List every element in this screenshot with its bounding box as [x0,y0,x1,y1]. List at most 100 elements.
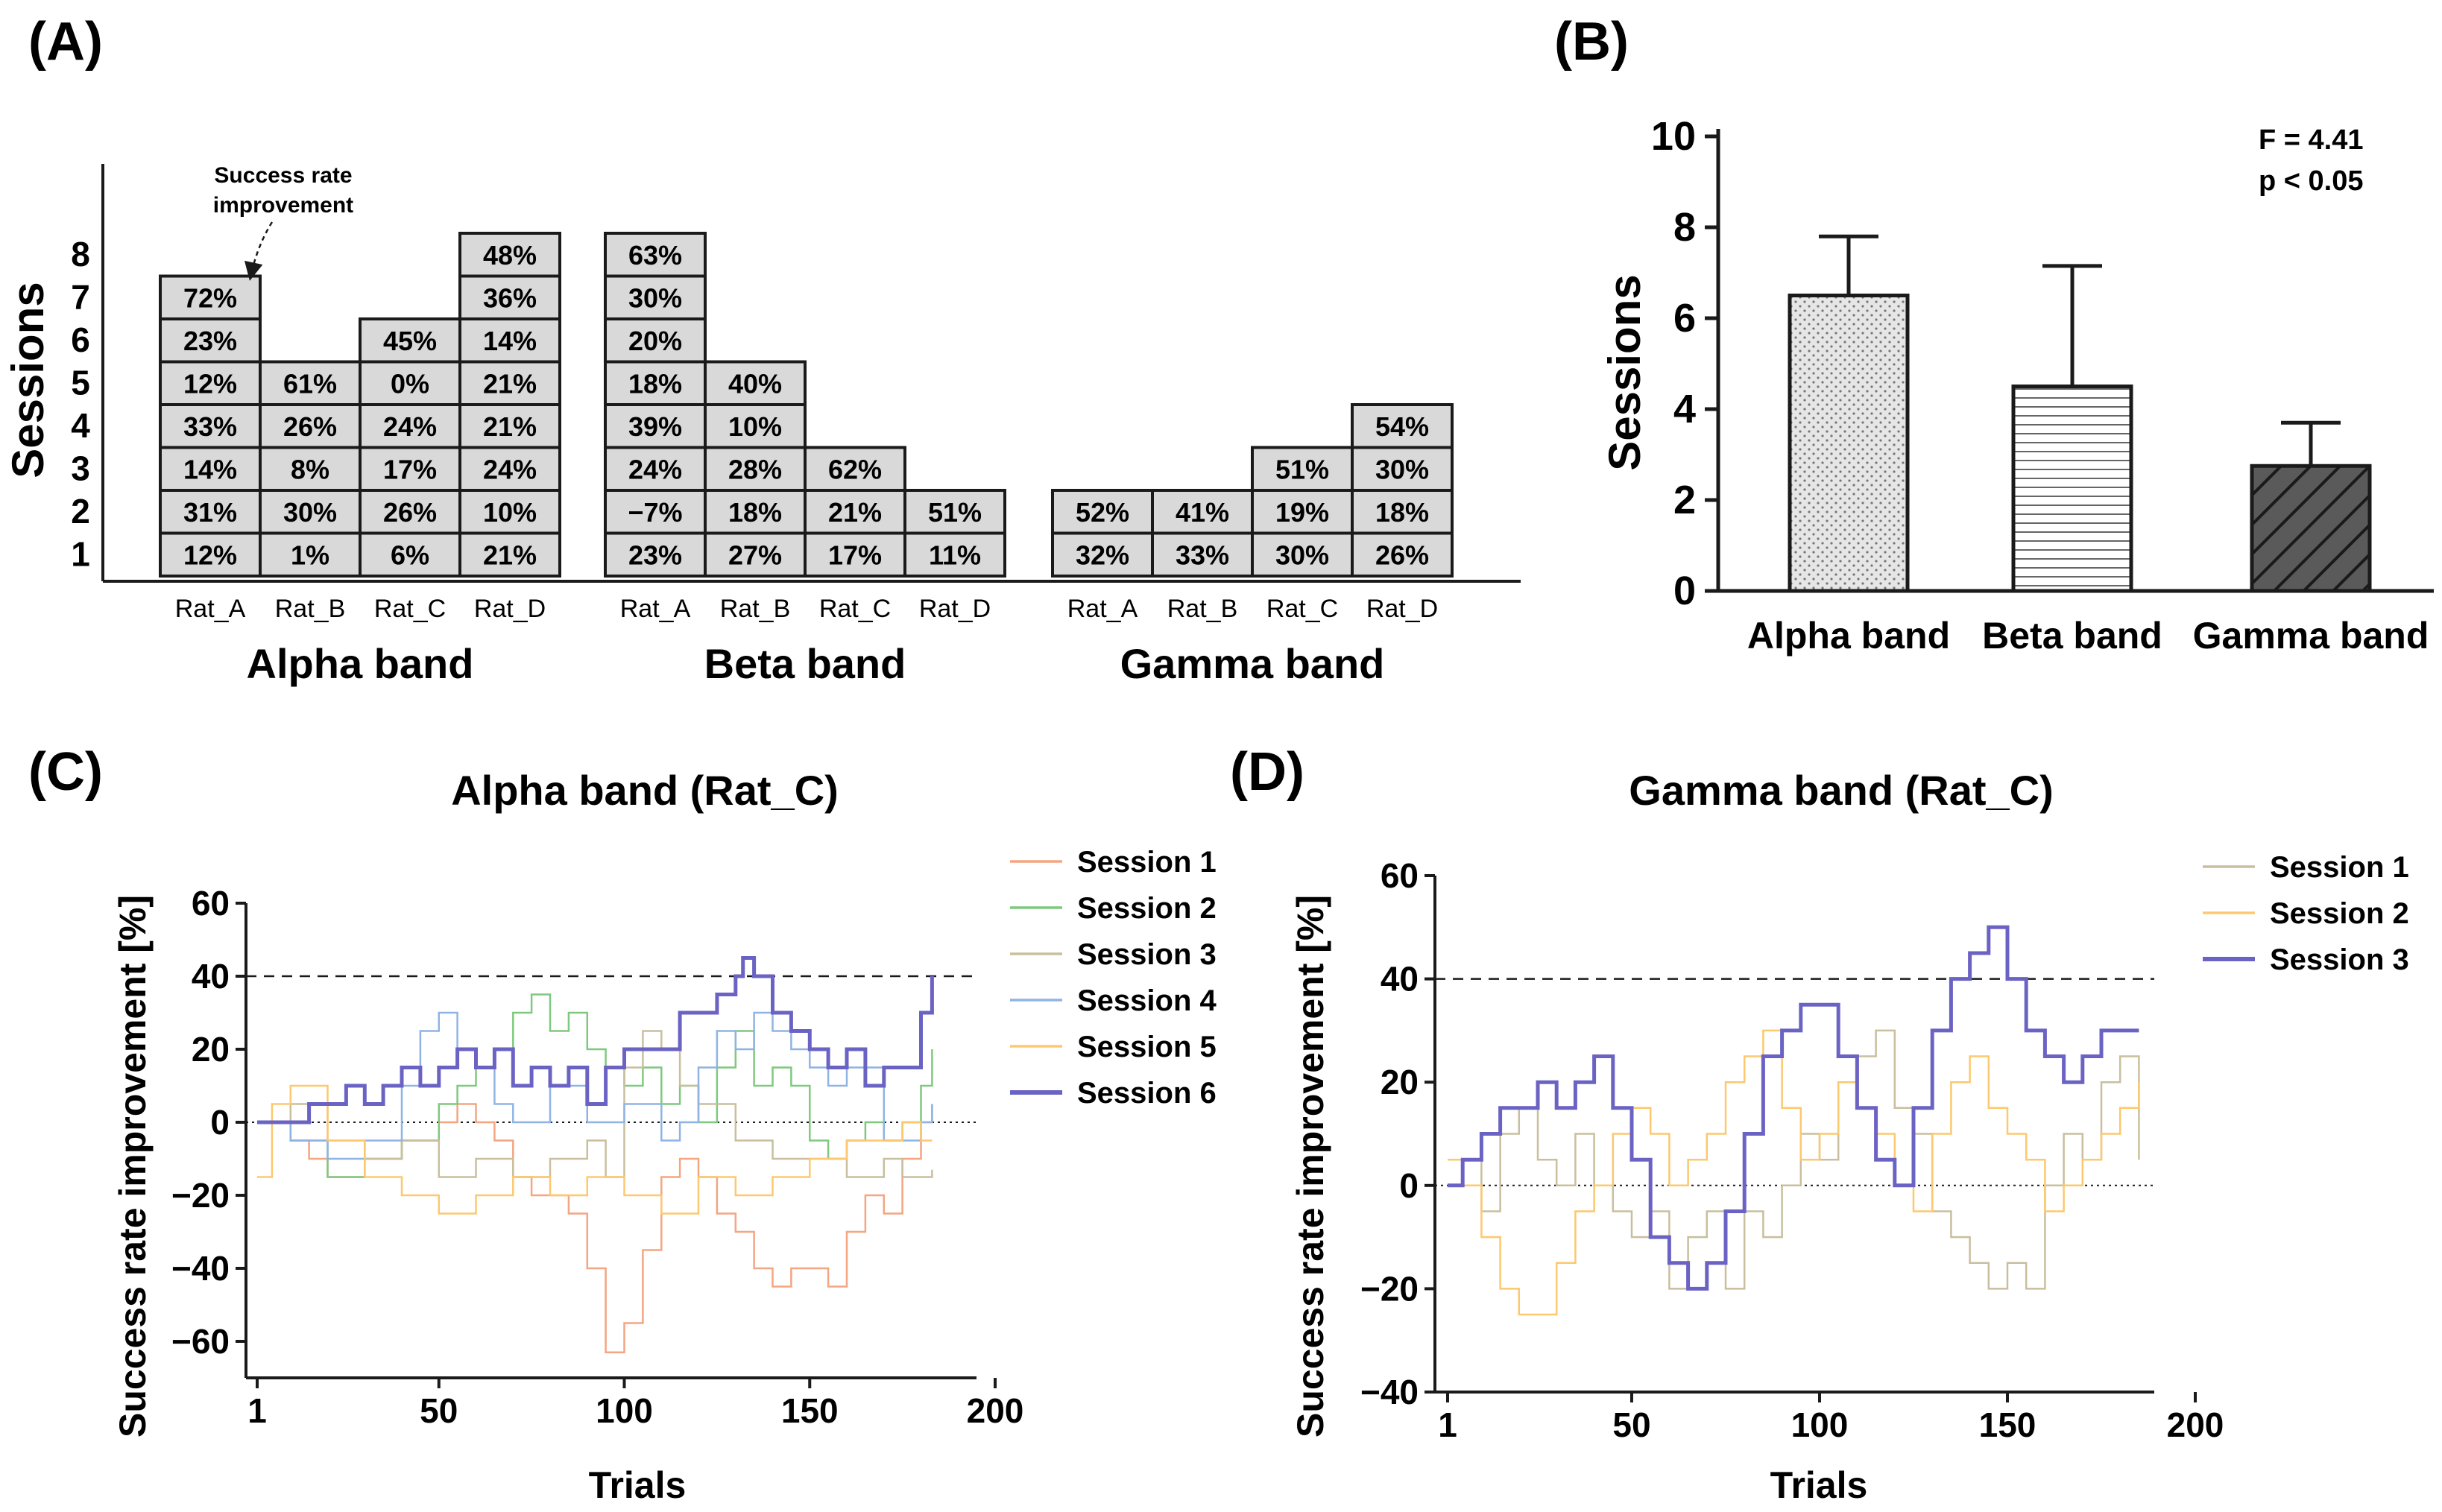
y-tick-label: 20 [192,1030,230,1069]
cell-value: 52% [1076,497,1129,528]
rat-label: Rat_C [819,595,891,623]
cell-value: 40% [728,368,782,399]
table-cell [804,489,906,535]
table-cell [1151,489,1254,535]
table-cell [458,446,561,492]
table-cell [259,489,362,535]
table-cell [159,403,262,449]
table-cell [458,360,561,406]
panel-d-legend: Session 1 Session 2 Session 3 [2203,851,2409,976]
cell-value: 30% [1275,540,1329,570]
series-line-2 [1448,1029,2140,1316]
cell-value: 12% [183,368,237,399]
table-cell [903,531,1006,578]
table-cell [458,274,561,320]
cell-value: 21% [828,497,882,528]
table-cell [604,317,707,364]
panel-b-y-tick-label: 10 [1651,114,1696,159]
panel-a: (A) Sessions 12 3 4 5 6 7 8 12% 31% 14% 33% 12% 23%… [3,12,1521,687]
table-cell [804,531,906,578]
series-line-6 [257,956,934,1124]
session-tick-2: 2 [71,492,90,531]
band-label: Gamma band [1120,640,1385,687]
panel-c: (C) Alpha band (Rat_C) Success rate impr… [28,742,1217,1506]
cell-value: 18% [628,368,682,399]
legend-label-3: Session 3 [1077,938,1217,971]
y-tick-label: 40 [1381,960,1419,999]
cell-value: 21% [483,368,537,399]
cell-value: 14% [183,454,237,484]
panel-a-cells: 12% 31% 14% 33% 12% 23% 72% Rat_A 1% 30% 8% 26% 61% R… [159,232,1454,687]
rat-label: Rat_D [1366,595,1438,623]
series-line-5 [257,1084,933,1215]
rat-label: Rat_A [620,595,691,623]
table-cell [458,403,561,449]
y-tick-label: 20 [1381,1063,1419,1101]
panel-d-x-axis-label: Trials [1770,1464,1868,1506]
cell-value: 32% [1076,540,1129,570]
legend-label-5: Session 5 [1077,1031,1217,1063]
annotation-arrow [244,221,274,281]
session-tick-8: 8 [71,235,90,273]
cell-value: 27% [728,540,782,570]
panel-c-label: (C) [28,742,103,802]
table-cell [1351,403,1454,449]
cell-value: 0% [391,368,429,399]
band-label: Alpha band [247,640,474,687]
cell-value: 30% [1375,454,1429,484]
panel-c-x-axis-label: Trials [589,1464,687,1506]
rat-label: Rat_D [919,595,991,623]
table-cell [458,317,561,364]
cell-value: 23% [628,540,682,570]
annotation-line-2: improvement [213,193,353,218]
cell-value: 51% [1275,454,1329,484]
cell-value: 54% [1375,411,1429,442]
panel-d: (D) Gamma band (Rat_C) Success rate impr… [1230,742,2409,1506]
rat-label: Rat_A [175,595,246,623]
panel-b-label: (B) [1554,12,1629,72]
bar-alpha-band [1788,294,1910,593]
rat-label: Rat_C [374,595,446,623]
table-cell [359,446,461,492]
y-tick-label: 0 [210,1103,230,1142]
cell-value: 12% [183,540,237,570]
table-cell [604,232,707,278]
x-tick-label: 1 [1438,1405,1457,1444]
table-cell [359,403,461,449]
cell-value: 26% [383,497,437,528]
cell-value: 63% [628,240,682,271]
series-line-1 [1448,1029,2140,1290]
bar-gamma-band [2250,464,2372,593]
table-cell [458,232,561,278]
cell-value: 24% [483,454,537,484]
cell-value: 17% [828,540,882,570]
panel-a-label: (A) [28,12,103,72]
panel-b: (B) Sessions 0 2 4 6 8 10 Alpha band Beta band G… [1554,12,2434,657]
cell-value: 33% [1176,540,1229,570]
cell-value: 31% [183,497,237,528]
y-tick-label: 60 [1381,856,1419,895]
x-tick-label: 50 [420,1391,458,1430]
panel-b-category-label: Gamma band [2193,615,2429,657]
panel-d-title: Gamma band (Rat_C) [1629,767,2053,814]
cell-value: 24% [383,411,437,442]
cell-value: 19% [1275,497,1329,528]
session-tick-1: 1 [71,534,90,573]
cell-value: 36% [483,282,537,313]
panel-b-y-tick-label: 8 [1673,205,1696,250]
table-cell [1051,531,1154,578]
table-cell [903,489,1006,535]
cell-value: 18% [728,497,782,528]
cell-value: 11% [929,540,981,570]
cell-value: 17% [383,454,437,484]
session-tick-6: 6 [71,320,90,359]
table-cell [259,360,362,406]
panel-b-y-tick-label: 6 [1673,296,1696,341]
panel-b-plot: 0 2 4 6 8 10 Alpha band Beta band Gamma band [1651,114,2434,657]
cell-value: 20% [628,326,682,356]
cell-value: 14% [483,326,537,356]
table-cell [359,360,461,406]
